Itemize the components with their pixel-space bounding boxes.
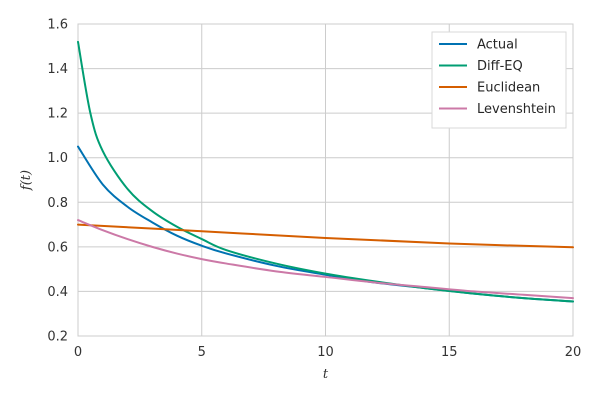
legend-label: Actual [477,38,518,53]
y-tick-label: 1.0 [47,151,68,166]
y-tick-label: 0.8 [47,196,68,211]
series-lines [77,40,574,303]
x-tick-label: 15 [441,345,458,360]
y-tick-label: 0.2 [47,330,68,345]
plot-frame [77,23,574,337]
legend-label: Diff-EQ [477,59,523,74]
y-tick-label: 1.6 [47,18,68,33]
legend-label: Levenshtein [477,102,556,117]
y-tick-label: 1.2 [47,107,68,122]
series-line-diff-eq [77,40,574,303]
series-line-levenshtein [77,219,574,300]
legend-label: Euclidean [477,81,540,96]
y-tick-label: 0.4 [47,285,68,300]
x-tick-label: 20 [565,345,582,360]
y-tick-label: 1.4 [47,62,68,77]
legend: Actual Diff-EQ Euclidean Levenshtein [431,31,567,129]
x-axis-ticks: 0 5 10 15 20 [74,345,581,360]
x-axis-label: t [323,367,329,382]
legend-box [431,31,567,129]
x-tick-label: 0 [74,345,82,360]
y-axis-label: f(t) [19,170,34,191]
y-tick-label: 0.6 [47,240,68,255]
x-tick-label: 5 [198,345,206,360]
y-axis-ticks: 0.2 0.4 0.6 0.8 1.0 1.2 1.4 1.6 [47,18,68,345]
series-line-euclidean [77,223,574,249]
x-tick-label: 10 [317,345,334,360]
